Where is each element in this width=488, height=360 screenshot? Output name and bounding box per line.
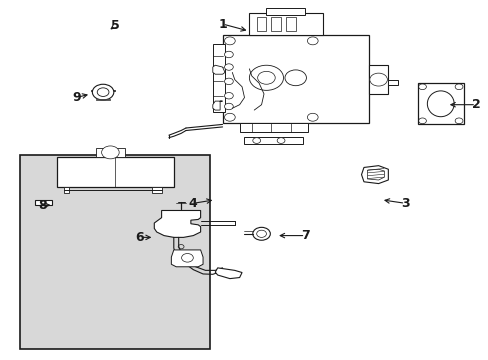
Polygon shape <box>212 44 224 112</box>
Text: 8: 8 <box>38 199 46 212</box>
Bar <box>20 155 210 348</box>
Text: 7: 7 <box>301 229 309 242</box>
Circle shape <box>277 138 285 143</box>
Circle shape <box>224 78 233 85</box>
Circle shape <box>102 146 119 159</box>
Polygon shape <box>239 123 307 132</box>
Polygon shape <box>212 65 224 74</box>
Circle shape <box>252 138 260 143</box>
Circle shape <box>224 93 233 99</box>
Polygon shape <box>417 83 463 125</box>
Circle shape <box>92 84 114 100</box>
Text: 4: 4 <box>188 197 197 210</box>
Circle shape <box>224 103 233 110</box>
Circle shape <box>369 73 386 86</box>
Polygon shape <box>64 187 69 193</box>
Circle shape <box>224 64 233 70</box>
Circle shape <box>307 37 318 45</box>
Circle shape <box>252 227 270 240</box>
Polygon shape <box>249 13 322 35</box>
Circle shape <box>224 37 235 45</box>
Text: 9: 9 <box>72 91 81 104</box>
Text: 5: 5 <box>111 19 120 32</box>
Text: 2: 2 <box>471 98 480 111</box>
Text: 3: 3 <box>400 197 409 210</box>
Circle shape <box>307 113 318 121</box>
Polygon shape <box>361 166 387 184</box>
Circle shape <box>224 51 233 58</box>
Polygon shape <box>368 65 387 94</box>
Text: 1: 1 <box>218 18 226 31</box>
Polygon shape <box>215 268 242 279</box>
Circle shape <box>97 88 109 96</box>
Text: 6: 6 <box>135 231 143 244</box>
Polygon shape <box>154 211 200 237</box>
Polygon shape <box>212 101 222 110</box>
Polygon shape <box>244 137 303 144</box>
Polygon shape <box>96 99 110 100</box>
Polygon shape <box>57 157 173 187</box>
Polygon shape <box>387 80 397 85</box>
Polygon shape <box>222 35 368 123</box>
Polygon shape <box>152 187 161 193</box>
Polygon shape <box>35 200 52 205</box>
Polygon shape <box>91 90 115 91</box>
Circle shape <box>224 113 235 121</box>
Polygon shape <box>96 148 125 157</box>
Polygon shape <box>171 250 203 267</box>
Polygon shape <box>266 8 305 15</box>
